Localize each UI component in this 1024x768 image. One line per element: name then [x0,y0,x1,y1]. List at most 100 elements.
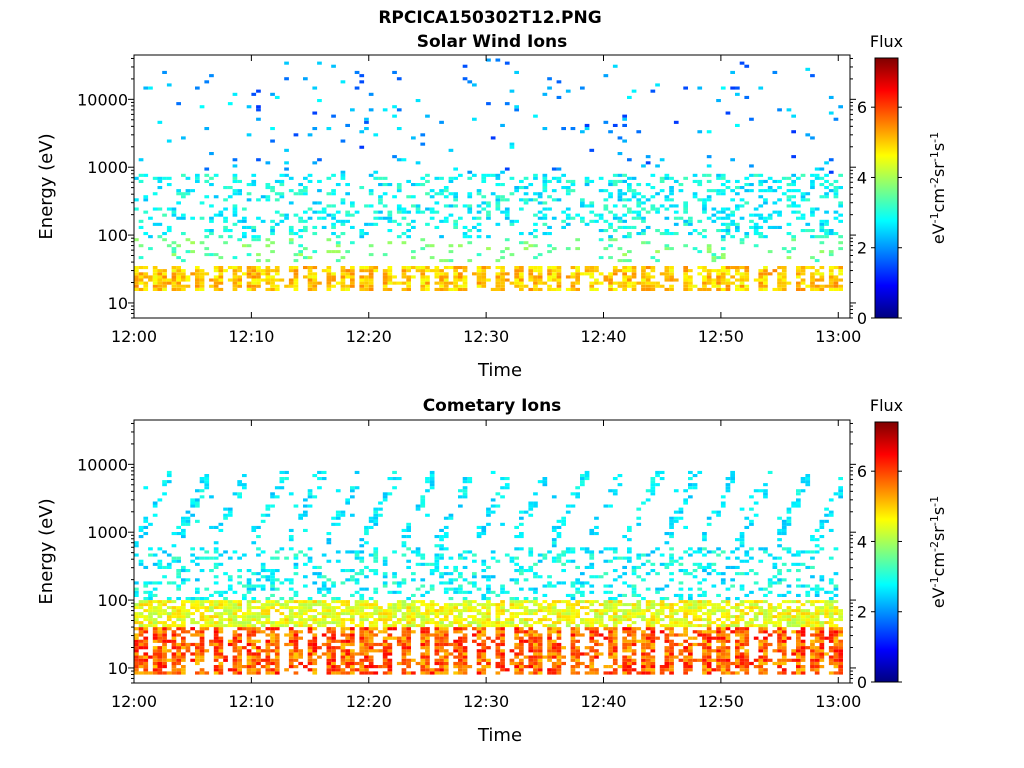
heatmap-cell [425,627,430,631]
heatmap-cell [556,661,562,666]
heatmap-cell [744,652,750,656]
heatmap-cell [551,603,557,607]
heatmap-cell [481,179,487,183]
heatmap-cell [152,287,158,291]
heatmap-cell [537,281,543,285]
heatmap-cell [284,173,289,177]
heatmap-cell [166,229,172,233]
heatmap-cell [181,565,186,569]
heatmap-cell [396,618,402,622]
heatmap-cell [458,646,463,650]
heatmap-cell [730,275,735,279]
heatmap-cell [134,618,139,622]
heatmap-cell [458,556,463,560]
heatmap-cell [514,642,519,647]
heatmap-cell [199,275,205,279]
heatmap-cell [274,655,280,659]
heatmap-cell [472,600,477,604]
heatmap-cell [439,120,444,124]
heatmap-cell [420,646,426,650]
heatmap-cell [819,219,825,223]
heatmap-cell [781,593,787,597]
heatmap-cell [758,547,764,551]
heatmap-cell [683,615,688,619]
heatmap-cell [439,581,444,585]
heatmap-cell [645,183,651,187]
heatmap-cell [664,195,670,199]
heatmap-cell [434,668,440,672]
heatmap-cell [237,658,242,662]
heatmap-cell [359,649,365,653]
heatmap-cell [744,201,750,205]
heatmap-cell [730,70,735,74]
heatmap-cell [730,584,735,588]
heatmap-cell [476,204,482,208]
heatmap-cell [504,272,510,276]
heatmap-cell [204,247,210,251]
heatmap-cell [157,547,163,551]
heatmap-cell [720,238,726,242]
heatmap-cell [810,649,815,653]
heatmap-cell [425,652,430,656]
heatmap-cell [669,652,674,656]
heatmap-cell [265,658,271,662]
heatmap-cell [598,281,604,285]
heatmap-cell [237,275,242,279]
heatmap-cell [688,547,693,551]
heatmap-cell [678,216,684,220]
heatmap-cell [791,618,796,622]
heatmap-cell [434,562,440,566]
heatmap-cell [298,624,303,628]
heatmap-cell [246,661,252,666]
heatmap-cell [368,642,374,647]
heatmap-cell [406,603,411,607]
heatmap-cell [185,192,191,196]
heatmap-cell [462,225,468,229]
heatmap-cell [500,275,505,279]
heatmap-cell [279,195,285,199]
heatmap-cell [458,572,463,576]
heatmap-cell [256,584,261,588]
heatmap-cell [340,256,346,260]
heatmap-cell [223,572,228,576]
heatmap-cell [162,661,167,666]
heatmap-cell [256,281,261,285]
heatmap-cell [608,606,613,610]
heatmap-cell [213,562,219,566]
heatmap-cell [561,661,566,666]
heatmap-cell [547,668,552,672]
heatmap-cell [486,578,491,582]
heatmap-cell [528,198,534,202]
heatmap-cell [190,189,195,193]
heatmap-cell [486,600,491,604]
heatmap-cell [819,609,825,613]
heatmap-cell [443,606,449,610]
heatmap-cell [786,183,792,187]
heatmap-cell [749,556,754,560]
heatmap-cell [364,642,369,647]
heatmap-cell [739,600,745,604]
heatmap-cell [725,633,731,637]
heatmap-cell [594,269,599,273]
heatmap-cell [683,275,688,279]
heatmap-cell [495,642,501,647]
heatmap-cell [725,111,731,115]
heatmap-cell [838,284,843,288]
heatmap-cell [223,655,228,659]
heatmap-cell [622,612,627,616]
heatmap-cell [429,612,435,616]
heatmap-cell [303,192,308,196]
heatmap-cell [331,222,336,226]
heatmap-cell [669,624,674,628]
heatmap-cell [209,74,214,78]
heatmap-cell [298,216,303,220]
heatmap-cell [157,606,163,610]
heatmap-cell [594,278,599,282]
heatmap-cell [659,612,665,616]
heatmap-cell [232,636,238,640]
heatmap-cell [631,176,637,180]
heatmap-cell [227,229,233,233]
heatmap-cell [608,222,613,226]
heatmap-cell [523,624,529,628]
heatmap-cell [622,671,627,675]
